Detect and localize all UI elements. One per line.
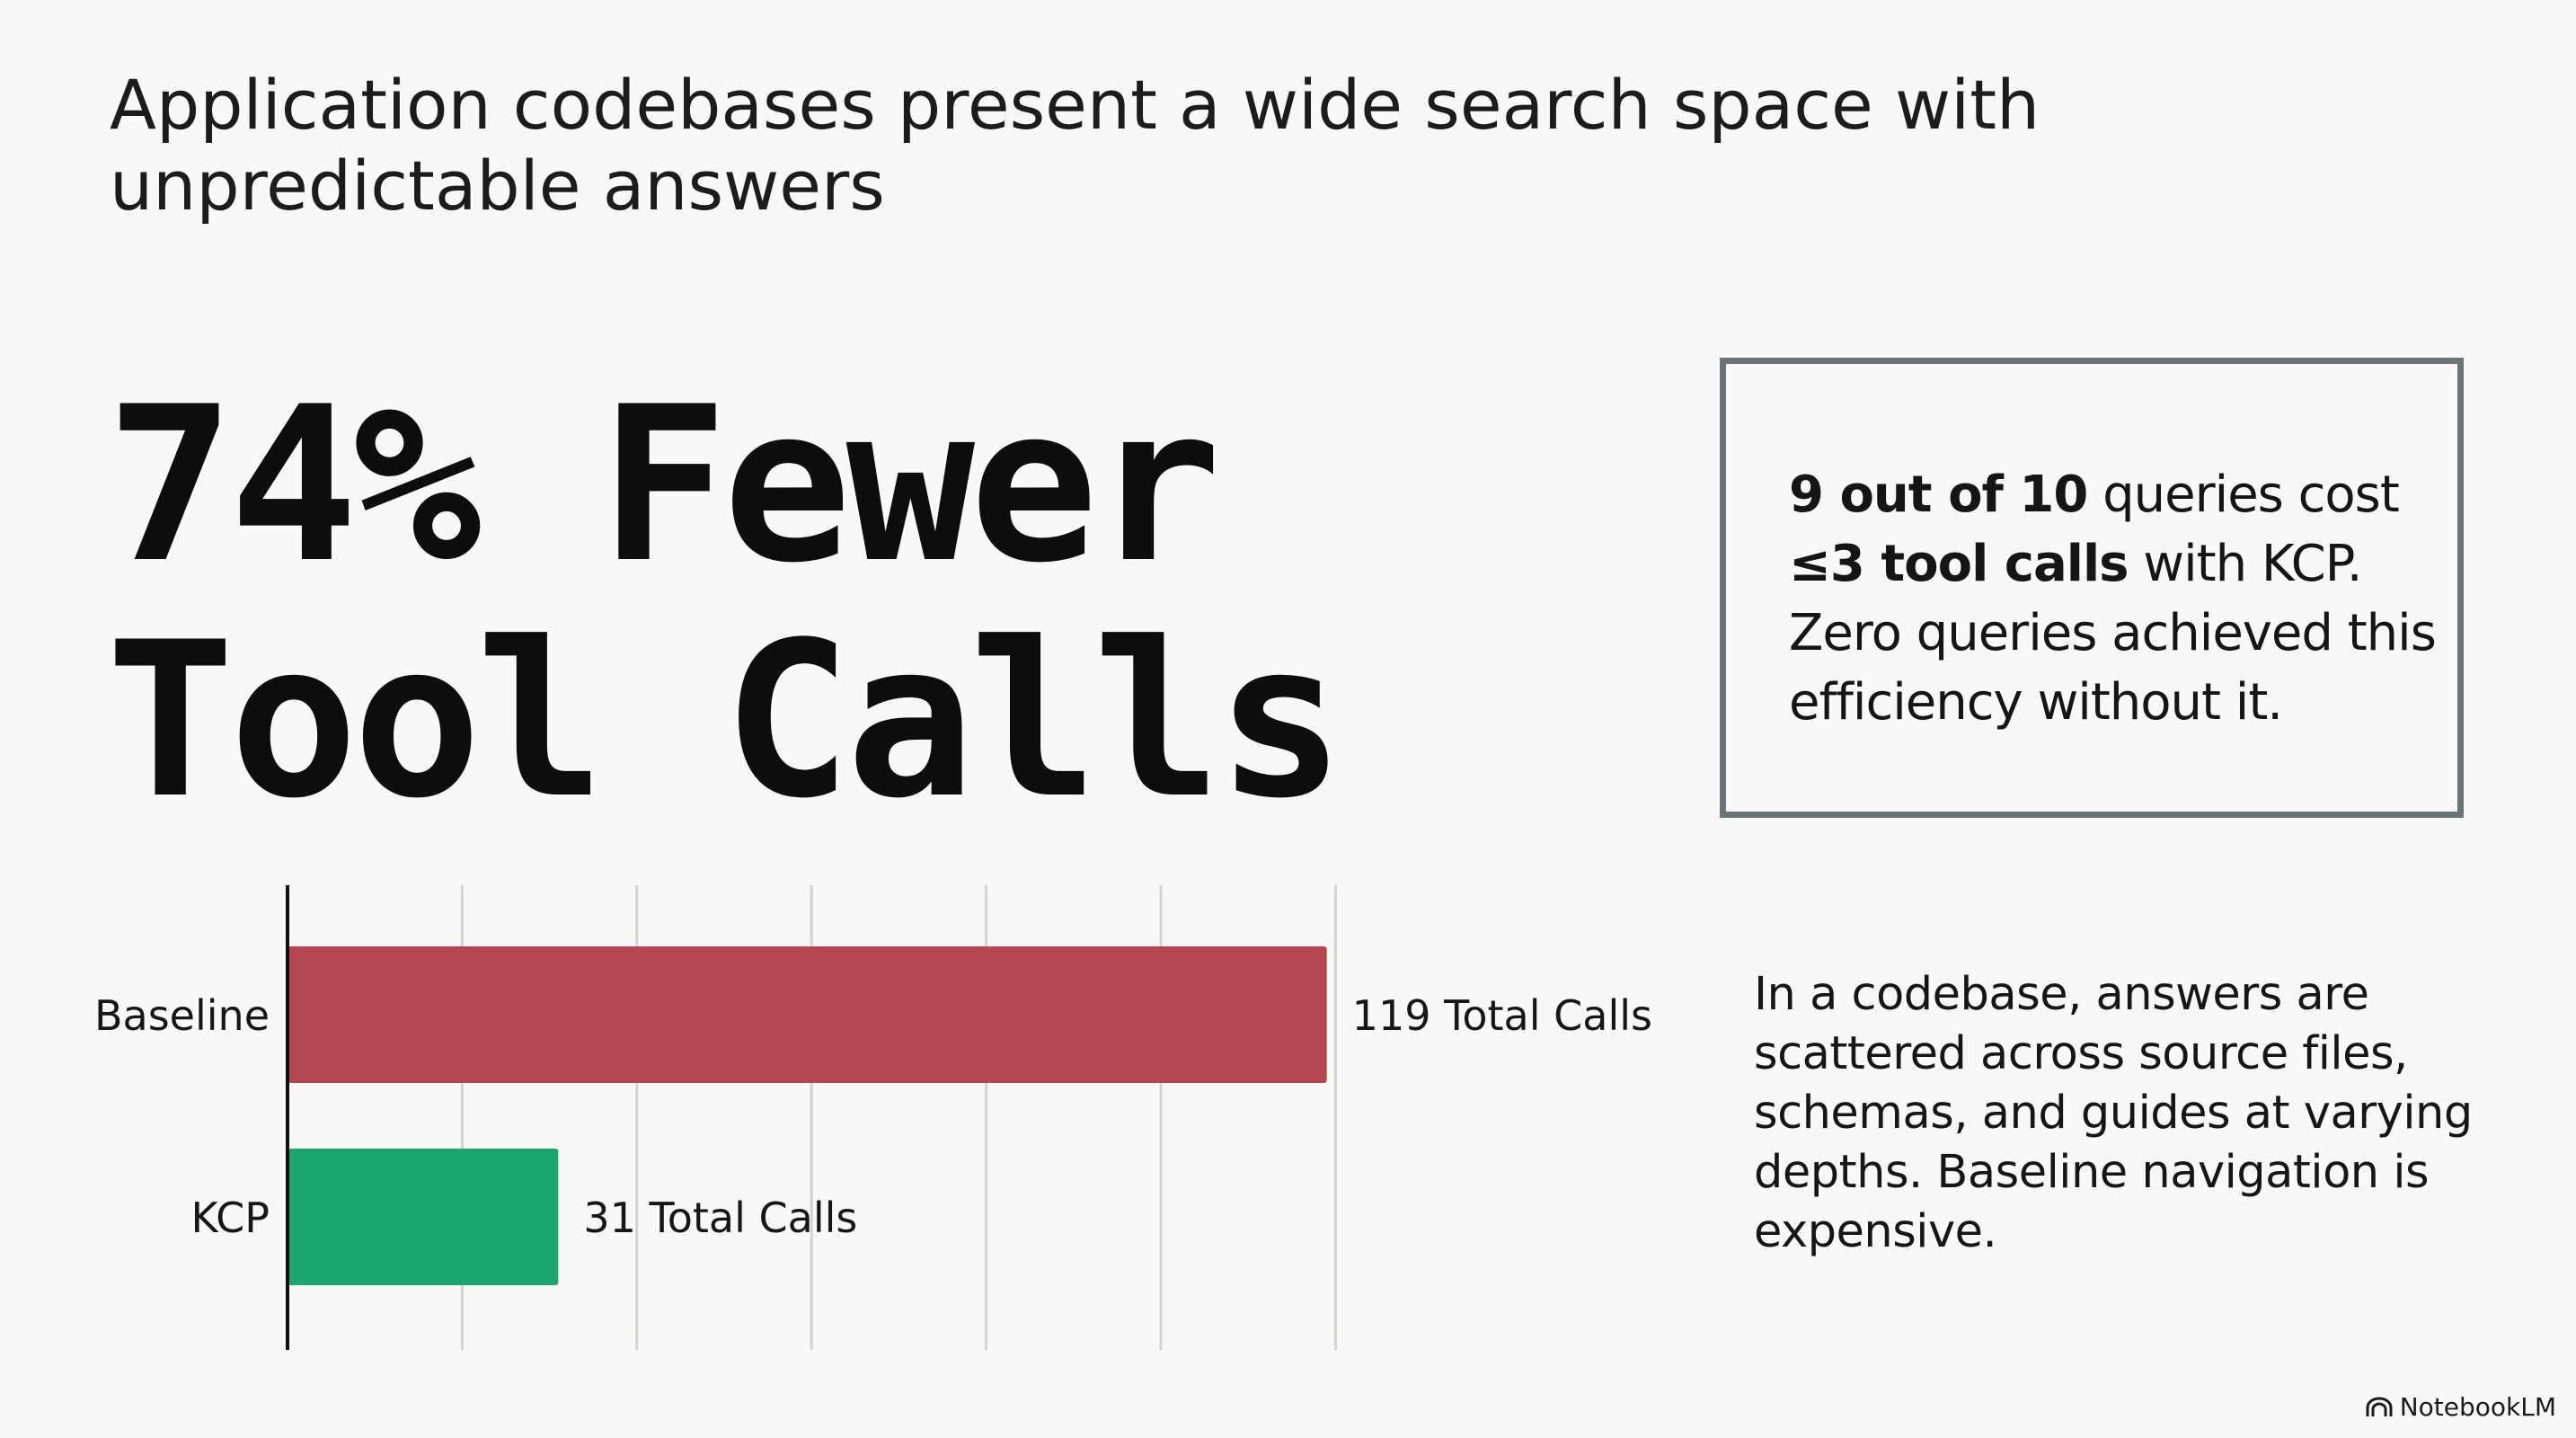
bar-kcp [288, 1149, 559, 1285]
bar-chart: Baseline 119 Total Calls KCP 31 Total Calls [0, 881, 1689, 1357]
callout-text: 9 out of 10 queries cost ≤3 tool calls w… [1789, 460, 2454, 737]
callout-box: 9 out of 10 queries cost ≤3 tool calls w… [1720, 358, 2464, 818]
brand-watermark: NotebookLM [2366, 1392, 2556, 1422]
callout-bold-tool-calls: ≤3 tool calls [1789, 535, 2129, 593]
brand-label: NotebookLM [2399, 1392, 2556, 1422]
headline-line-1: 74% Fewer [106, 361, 1222, 610]
data-label-kcp: 31 Total Calls [583, 1194, 857, 1242]
headline-line-2: Tool Calls [106, 597, 1345, 846]
description-text: In a codebase, answers are scattered acr… [1754, 968, 2473, 1258]
category-label-kcp: KCP [190, 1194, 270, 1242]
callout-text-part-2: queries cost [2087, 466, 2400, 524]
data-label-baseline: 119 Total Calls [1352, 991, 1652, 1040]
slide-title: Application codebases present a wide sea… [110, 65, 2040, 226]
category-label-baseline: Baseline [94, 991, 270, 1040]
notebooklm-logo-icon [2366, 1397, 2393, 1416]
callout-text-part-4: with KCP. Zero queries achieved this eff… [1789, 535, 2437, 732]
bar-chart-svg: Baseline 119 Total Calls KCP 31 Total Calls [94, 885, 1652, 1350]
callout-bold-count: 9 out of 10 [1789, 466, 2088, 524]
headline: 74% Fewer Tool Calls [106, 368, 1454, 839]
bar-baseline [288, 946, 1327, 1083]
